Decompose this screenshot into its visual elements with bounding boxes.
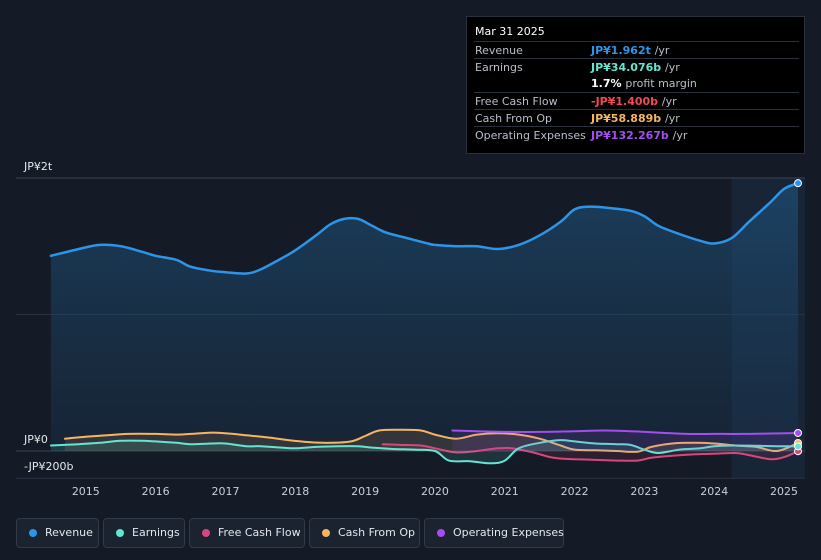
x-tick-label: 2017 — [211, 485, 239, 498]
tooltip-row-revenue: Revenue JP¥1.962t /yr — [474, 41, 799, 59]
series-layer — [49, 179, 803, 465]
tooltip-label: Revenue — [475, 44, 523, 57]
tooltip-value: -JP¥1.400b /yr — [591, 95, 677, 108]
tooltip-label: Operating Expenses — [475, 129, 586, 142]
tooltip-value: JP¥132.267b /yr — [591, 129, 688, 142]
x-tick-label: 2024 — [700, 485, 728, 498]
y-label-top: JP¥2t — [24, 160, 53, 173]
y-label-bottom: -JP¥200b — [24, 460, 74, 473]
legend-item-earnings[interactable]: Earnings — [103, 518, 185, 548]
tooltip-row-cash-from-op: Cash From Op JP¥58.889b /yr — [474, 109, 799, 127]
x-tick-label: 2021 — [491, 485, 519, 498]
tooltip-label: Free Cash Flow — [475, 95, 558, 108]
tooltip-row-operating-expenses: Operating Expenses JP¥132.267b /yr — [474, 126, 799, 144]
series-area-operating-expenses — [452, 430, 798, 451]
tooltip-value: JP¥58.889b /yr — [591, 112, 680, 125]
series-area-revenue — [50, 183, 798, 451]
x-tick-label: 2025 — [770, 485, 798, 498]
x-tick-label: 2016 — [142, 485, 170, 498]
legend-label: Operating Expenses — [453, 526, 564, 539]
x-tick-label: 2020 — [421, 485, 449, 498]
legend-dot-icon — [437, 529, 445, 537]
legend-dot-icon — [202, 529, 210, 537]
tooltip-value: JP¥34.076b /yr — [591, 61, 680, 74]
tooltip-date: Mar 31 2025 — [475, 25, 545, 38]
x-tick-label: 2019 — [351, 485, 379, 498]
legend-label: Free Cash Flow — [218, 526, 301, 539]
tooltip-label: Cash From Op — [475, 112, 553, 125]
series-line-free-cash-flow — [381, 443, 799, 462]
series-line-cash-from-op — [63, 428, 799, 453]
series-area-free-cash-flow — [382, 444, 798, 461]
legend-item-free-cash-flow[interactable]: Free Cash Flow — [189, 518, 305, 548]
y-label-zero: JP¥0 — [24, 433, 48, 446]
series-line-earnings — [49, 439, 799, 465]
x-tick-label: 2015 — [72, 485, 100, 498]
tooltip-label: Earnings — [475, 61, 523, 74]
legend-dot-icon — [116, 529, 124, 537]
x-axis: 2015 2016 2017 2018 2019 2020 2021 2022 2023 2024… — [72, 485, 798, 498]
legend-dot-icon — [322, 529, 330, 537]
series-end-point-operating-expenses — [794, 428, 803, 437]
x-tick-label: 2022 — [561, 485, 589, 498]
series-line-operating-expenses — [451, 429, 799, 436]
legend-item-cash-from-op[interactable]: Cash From Op — [309, 518, 420, 548]
legend-label: Revenue — [45, 526, 93, 539]
tooltip: Mar 31 2025 Revenue JP¥1.962t /yr Earnin… — [466, 16, 805, 154]
chart-area: 2015 2016 2017 2018 2019 2020 2021 2022 2023 2024… — [16, 177, 805, 498]
legend-label: Earnings — [132, 526, 180, 539]
tooltip-row-profit-margin: 1.7% profit margin — [474, 75, 799, 92]
tooltip-row-earnings: Earnings JP¥34.076b /yr — [474, 58, 799, 76]
legend-dot-icon — [29, 529, 37, 537]
series-end-point-revenue — [794, 179, 803, 188]
tooltip-value: JP¥1.962t /yr — [591, 44, 670, 57]
series-end-point-earnings — [794, 442, 803, 451]
legend-label: Cash From Op — [338, 526, 416, 539]
x-tick-label: 2018 — [281, 485, 309, 498]
legend-item-operating-expenses[interactable]: Operating Expenses — [424, 518, 564, 548]
tooltip-row-free-cash-flow: Free Cash Flow -JP¥1.400b /yr — [474, 92, 799, 110]
x-tick-label: 2023 — [630, 485, 658, 498]
tooltip-value: 1.7% profit margin — [591, 77, 697, 90]
legend-item-revenue[interactable]: Revenue — [16, 518, 99, 548]
series-line-revenue — [49, 181, 800, 275]
